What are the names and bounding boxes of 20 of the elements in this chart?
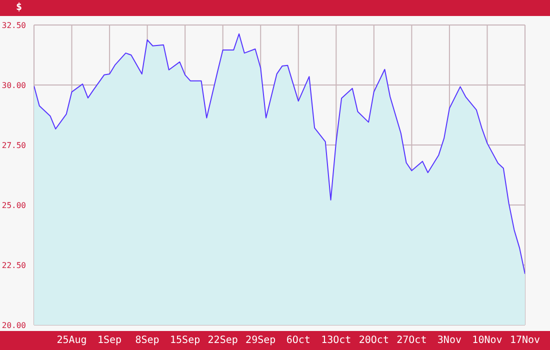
x-tick-label: 13Oct xyxy=(321,335,352,346)
y-tick-label: 22.50 xyxy=(2,260,26,270)
x-tick-label: 8Sep xyxy=(135,335,160,346)
x-tick-label: 15Sep xyxy=(170,335,200,346)
x-tick-label: 25Aug xyxy=(56,335,87,346)
x-tick-label: 27Oct xyxy=(396,335,427,346)
x-tick-label: 1Sep xyxy=(97,335,122,346)
y-tick-label: 25.00 xyxy=(2,200,26,210)
y-tick-label: 27.50 xyxy=(2,140,26,150)
y-tick-label: 32.50 xyxy=(2,20,26,30)
y-axis-title: $ xyxy=(16,2,22,13)
x-tick-label: 6Oct xyxy=(286,335,310,346)
x-tick-label: 20Oct xyxy=(358,335,389,346)
y-tick-label: 20.00 xyxy=(2,320,26,330)
x-tick-label: 3Nov xyxy=(437,335,462,346)
x-tick-label: 17Nov xyxy=(510,335,540,346)
y-tick-label: 30.00 xyxy=(2,80,26,90)
x-tick-label: 29Sep xyxy=(246,335,276,346)
x-tick-label: 10Nov xyxy=(472,335,502,346)
x-tick-label: 22Sep xyxy=(208,335,238,346)
